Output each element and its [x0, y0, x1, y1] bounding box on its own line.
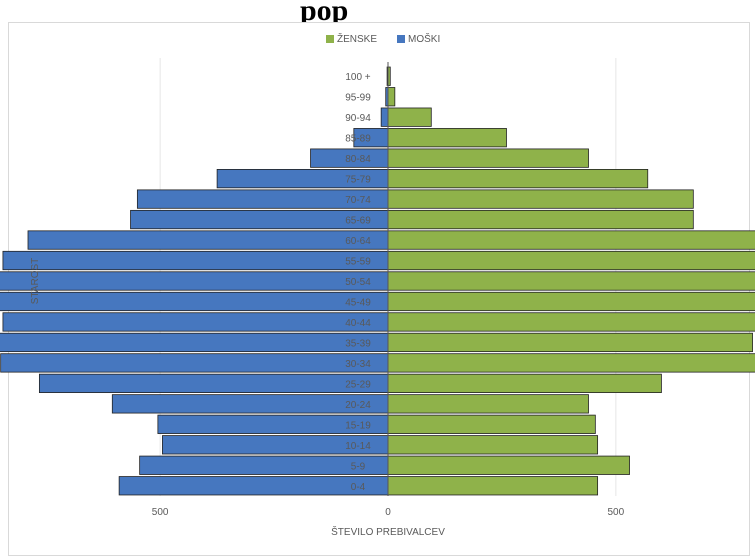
female-bar-60-64	[387, 230, 755, 250]
x-tick-label-3: 0	[385, 507, 391, 518]
age-label-95-99: 95-99	[345, 93, 371, 104]
legend-label-female: ŽENSKE	[337, 32, 377, 45]
legend-swatch-female	[326, 35, 334, 43]
age-label-75-79: 75-79	[345, 175, 371, 186]
female-bar-50-54	[387, 271, 755, 291]
female-bar-85-89	[387, 128, 507, 148]
legend-swatch-male	[397, 35, 405, 43]
female-bar-15-19	[387, 414, 596, 434]
female-bar-95-99	[387, 87, 396, 107]
female-bar-75-79	[387, 169, 649, 189]
age-label-85-89: 85-89	[345, 134, 371, 145]
female-bar-25-29	[387, 373, 662, 393]
age-label-100: 100 +	[345, 72, 370, 83]
y-axis-title: STAROST	[30, 258, 41, 304]
female-bar-35-39	[387, 332, 753, 353]
male-bar-45-49	[0, 291, 389, 312]
female-bar-0-4	[387, 476, 599, 496]
age-label-55-59: 55-59	[345, 257, 371, 268]
age-label-65-69: 65-69	[345, 216, 371, 227]
male-bar-35-39	[0, 332, 389, 353]
female-bar-30-34	[387, 353, 755, 373]
age-label-20-24: 20-24	[345, 400, 371, 411]
female-bar-5-9	[387, 455, 630, 475]
male-bar-50-54	[0, 271, 389, 291]
age-label-0-4: 0-4	[351, 482, 366, 493]
female-bar-20-24	[387, 394, 589, 414]
male-bar-60-64	[27, 230, 389, 250]
female-bar-65-69	[387, 209, 694, 230]
female-bar-45-49	[387, 291, 755, 312]
male-bar-0-4	[118, 476, 389, 496]
age-label-15-19: 15-19	[345, 420, 371, 431]
female-bar-40-44	[387, 312, 755, 332]
male-bar-55-59	[2, 250, 389, 271]
age-label-45-49: 45-49	[345, 297, 371, 308]
age-label-90-94: 90-94	[345, 113, 371, 124]
male-bar-30-34	[0, 353, 389, 373]
female-bar-80-84	[387, 148, 589, 168]
age-label-80-84: 80-84	[345, 154, 371, 165]
age-label-5-9: 5-9	[351, 461, 366, 472]
age-label-35-39: 35-39	[345, 338, 371, 349]
female-bar-10-14	[387, 435, 599, 455]
male-bar-40-44	[2, 312, 389, 332]
age-label-60-64: 60-64	[345, 236, 371, 247]
age-label-25-29: 25-29	[345, 379, 371, 390]
male-bar-25-29	[38, 373, 389, 393]
male-bar-90-94	[380, 107, 389, 127]
x-tick-label-4: 500	[608, 507, 625, 518]
age-label-40-44: 40-44	[345, 318, 371, 329]
x-axis-title: ŠTEVILO PREBIVALCEV	[331, 525, 445, 538]
age-label-50-54: 50-54	[345, 277, 371, 288]
x-tick-label-2: 500	[152, 507, 169, 518]
age-label-10-14: 10-14	[345, 441, 371, 452]
age-label-30-34: 30-34	[345, 359, 371, 370]
female-bar-90-94	[387, 107, 432, 127]
age-label-70-74: 70-74	[345, 195, 371, 206]
female-bar-70-74	[387, 189, 694, 209]
female-bar-55-59	[387, 250, 755, 271]
legend-label-male: MOŠKI	[408, 32, 440, 45]
